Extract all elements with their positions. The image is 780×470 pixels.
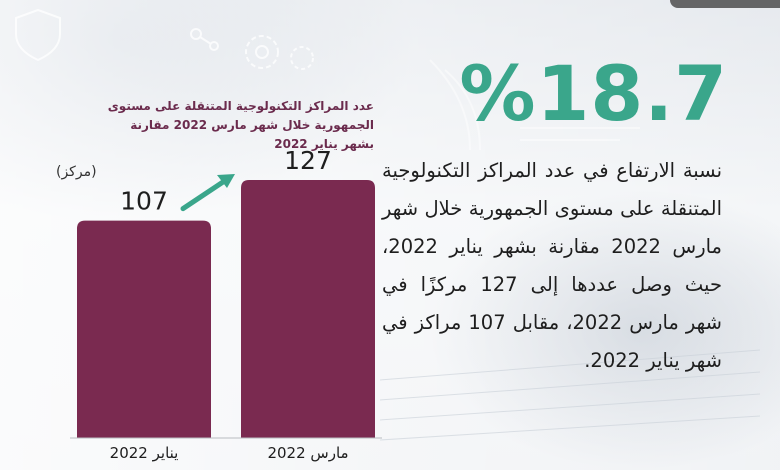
gear-icon-small <box>290 46 314 70</box>
bar-2 <box>241 180 375 438</box>
bar-1 <box>77 220 211 438</box>
network-node-icon <box>190 28 202 40</box>
category-label: مارس 2022 <box>267 444 348 462</box>
shield-icon <box>15 8 61 62</box>
gear-icon <box>245 35 279 69</box>
category-label: يناير 2022 <box>110 444 179 462</box>
description-text: نسبة الارتفاع في عدد المراكز التكنولوجية… <box>382 159 722 372</box>
corner-decoration <box>670 0 780 8</box>
bar-value-label: 107 <box>120 187 168 216</box>
trend-arrowhead <box>217 174 235 188</box>
headline-percentage: %18.7 <box>459 49 728 138</box>
trend-arrow-icon <box>180 177 229 212</box>
bar-value-label: 127 <box>284 146 332 175</box>
chart-title: عدد المراكز التكنولوجية المتنقلة على مست… <box>107 99 374 151</box>
unit-label: (مركز) <box>56 164 97 180</box>
